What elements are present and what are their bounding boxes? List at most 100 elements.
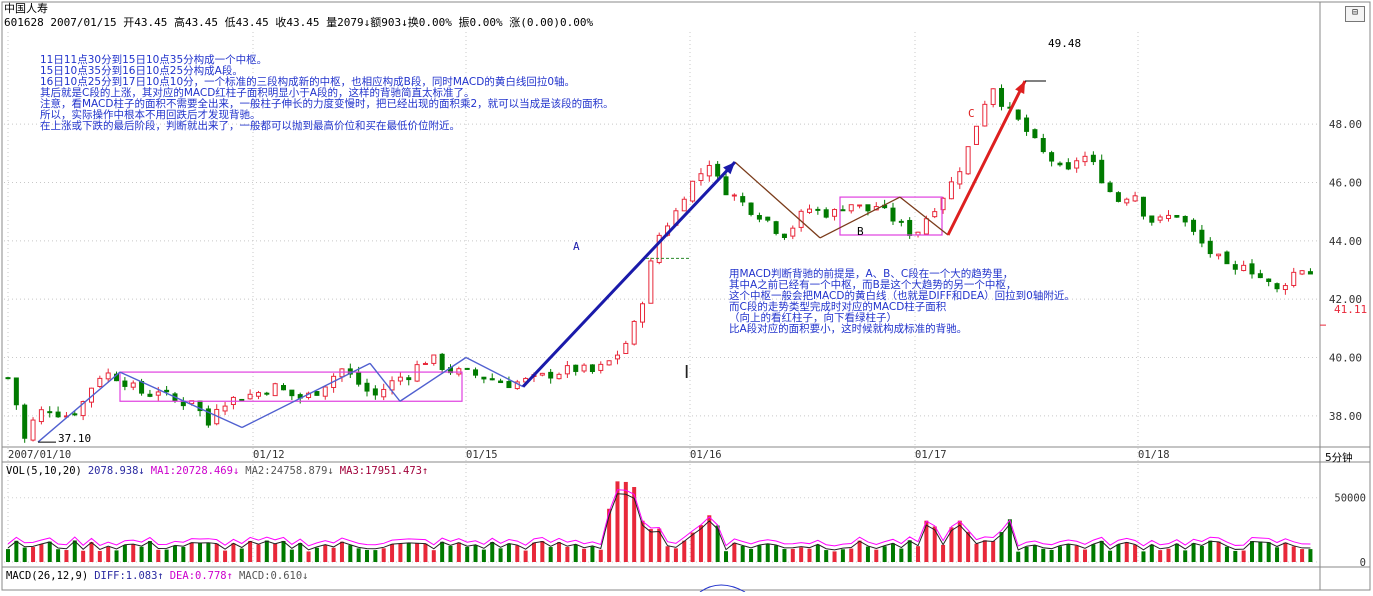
volume-bar [799, 547, 804, 562]
candle-body [1140, 196, 1146, 217]
volume-bar [39, 544, 44, 562]
zigzag-segment [399, 356, 467, 402]
annotation-line: 用MACD判断背驰的前提是，A、B、C段在一个大的趋势里， [729, 268, 1014, 280]
price-tick-label: 38.00 [1329, 410, 1362, 423]
candle-body [264, 392, 270, 395]
candle-body [1207, 240, 1213, 255]
candle-body [1074, 160, 1080, 169]
volume-bar [114, 550, 119, 562]
volume-bar [707, 515, 712, 562]
zigzag-segment-b [734, 161, 821, 239]
candle-body [706, 164, 712, 177]
volume-bar [164, 549, 169, 562]
price-tick-label: 46.00 [1329, 177, 1362, 190]
volume-bar [331, 547, 336, 562]
volume-bar [1216, 541, 1221, 562]
candle-body [890, 207, 896, 222]
candle-body [164, 389, 170, 393]
candle-body [957, 171, 963, 185]
annotation-line: 所以，实际操作中根本不用回跌后才发现背驰。 [40, 109, 261, 121]
candle-body [840, 209, 846, 212]
volume-bar [932, 526, 937, 562]
candle-body [1216, 253, 1222, 257]
period-label[interactable]: 5分钟 [1325, 452, 1353, 464]
zigzag-segment [465, 356, 524, 388]
candle-body [13, 377, 19, 406]
volume-bar [640, 520, 645, 562]
volume-bar [64, 550, 69, 562]
annotation-line: 这个中枢一般会把MACD的黄白线（也就是DIFF和DEA）回拉到0轴附近。 [729, 290, 1075, 302]
price-tick-label: 48.00 [1329, 118, 1362, 131]
candle-body [97, 377, 103, 388]
candle-body [389, 380, 395, 391]
volume-bar [323, 545, 328, 562]
segment-a-arrow [521, 161, 737, 388]
volume-bar [365, 549, 370, 562]
date-tick-label: 2007/01/10 [8, 449, 71, 461]
candle-body [372, 388, 378, 396]
volume-bar [949, 527, 954, 562]
volume-bar [122, 545, 127, 562]
candle-body [1291, 271, 1297, 286]
macd-header: MACD(26,12,9) DIFF:1.083↑ DEA:0.778↑ MACD:0… [6, 570, 315, 583]
candle-body [222, 405, 228, 412]
candle-body [356, 371, 362, 385]
volume-bar [765, 543, 770, 562]
candle-body [1249, 263, 1255, 275]
vol-title: VOL(5,10,20) [6, 465, 82, 477]
price-tick-label: 40.00 [1329, 352, 1362, 365]
volume-bar [490, 541, 495, 562]
date-tick-label: 01/17 [915, 449, 947, 461]
volume-bar [598, 549, 603, 562]
volume-bar [632, 487, 637, 562]
volume-bar [1183, 550, 1188, 562]
volume-bar [81, 550, 86, 562]
zigzag-segment [241, 362, 371, 429]
candle-body [456, 368, 462, 375]
candle-body [339, 368, 345, 378]
candle-body [581, 364, 587, 372]
volume-bar [740, 546, 745, 562]
candle-body [155, 391, 161, 396]
volume-bar [1016, 551, 1021, 562]
volume-bar [1291, 546, 1296, 562]
volume-bar [849, 548, 854, 562]
volume-bar [1166, 548, 1171, 562]
panel-toggle-icon[interactable]: ⊟ [1345, 6, 1365, 22]
candle-body [406, 377, 412, 381]
volume-bar [1158, 550, 1163, 562]
volume-bar [941, 544, 946, 562]
annotation-line: 11日11点30分到15日10点35分构成一个中枢。 [40, 54, 268, 66]
volume-bar [531, 542, 536, 562]
volume-bar [790, 548, 795, 562]
volume-bar [1174, 543, 1179, 562]
candle-body [498, 380, 504, 384]
volume-bar [1007, 519, 1012, 562]
candle-body [55, 411, 61, 418]
price-tick-label: 44.00 [1329, 235, 1362, 248]
candle-body [439, 353, 445, 370]
volume-bar [14, 540, 19, 562]
volume-bar [573, 544, 578, 562]
zigzag-segment [37, 371, 121, 443]
annotation-line: 16日10点25分到17日10点10分，一个标准的三段构成新的中枢，也相应构成B… [40, 76, 576, 88]
volume-bar [1233, 550, 1238, 562]
volume-bar [97, 550, 102, 562]
volume-bar [189, 542, 194, 562]
candle-body [790, 227, 796, 237]
candle-body [289, 389, 295, 397]
segment-a-label: A [573, 240, 580, 253]
volume-bar [874, 549, 879, 562]
volume-bar [206, 542, 211, 562]
volume-bar [991, 541, 996, 562]
candle-body [1024, 117, 1030, 132]
candle-body [397, 376, 403, 382]
volume-bar [131, 544, 136, 562]
annotation-line: 注意，看MACD柱子的面积不需要全出来，一般柱子伸长的力度变慢时，把已经出现的面… [40, 98, 614, 110]
volume-bar [381, 548, 386, 562]
candle-body [1232, 264, 1238, 270]
candle-body [381, 388, 387, 398]
candle-body [548, 371, 554, 379]
volume-bar [698, 525, 703, 562]
candle-body [907, 219, 913, 236]
